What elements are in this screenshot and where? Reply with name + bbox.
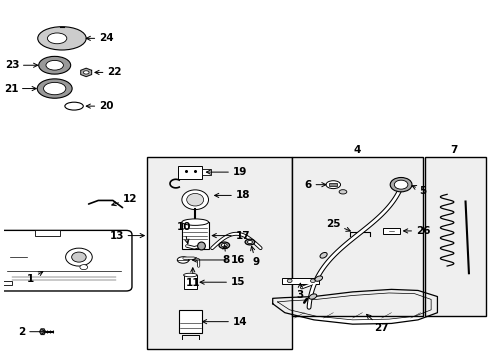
Ellipse shape <box>186 193 203 206</box>
Text: 1: 1 <box>27 271 43 284</box>
Text: 12: 12 <box>112 194 137 206</box>
Text: 21: 21 <box>4 84 36 94</box>
Text: 27: 27 <box>366 314 388 333</box>
Ellipse shape <box>183 273 197 277</box>
Ellipse shape <box>65 248 92 266</box>
Ellipse shape <box>177 257 188 263</box>
Ellipse shape <box>80 265 87 270</box>
Text: 18: 18 <box>214 190 249 201</box>
Ellipse shape <box>314 276 322 281</box>
Polygon shape <box>81 68 91 77</box>
Text: 22: 22 <box>95 67 122 77</box>
Ellipse shape <box>72 252 86 262</box>
Bar <box>178 166 202 179</box>
Text: 15: 15 <box>200 277 244 287</box>
Bar <box>146 157 291 348</box>
Ellipse shape <box>37 79 72 98</box>
Ellipse shape <box>197 242 205 250</box>
Text: 4: 4 <box>353 144 361 154</box>
Text: 10: 10 <box>177 222 191 244</box>
Text: 16: 16 <box>192 255 244 265</box>
Bar <box>35 230 60 237</box>
Ellipse shape <box>43 82 66 95</box>
Ellipse shape <box>338 190 346 194</box>
Ellipse shape <box>46 60 63 70</box>
Text: 24: 24 <box>86 33 113 43</box>
Bar <box>182 222 208 249</box>
Text: 14: 14 <box>202 317 246 327</box>
Ellipse shape <box>219 242 229 248</box>
Bar <box>382 228 399 234</box>
Ellipse shape <box>39 57 71 74</box>
Text: 8: 8 <box>222 245 229 265</box>
Ellipse shape <box>389 177 411 192</box>
Bar <box>329 183 336 186</box>
Bar <box>178 310 202 333</box>
Ellipse shape <box>47 33 67 44</box>
Text: 3: 3 <box>296 283 304 300</box>
Polygon shape <box>40 329 45 334</box>
Text: 23: 23 <box>5 60 38 70</box>
Ellipse shape <box>38 27 86 50</box>
Text: 6: 6 <box>304 180 325 190</box>
Text: 26: 26 <box>403 226 429 236</box>
Ellipse shape <box>65 102 83 110</box>
Text: 2: 2 <box>19 327 46 337</box>
Ellipse shape <box>182 190 208 210</box>
Ellipse shape <box>393 180 407 189</box>
Ellipse shape <box>310 279 315 283</box>
Bar <box>0 280 12 285</box>
Text: 7: 7 <box>450 144 457 154</box>
Text: 17: 17 <box>212 231 249 240</box>
Ellipse shape <box>182 219 208 225</box>
Text: 5: 5 <box>411 185 426 196</box>
Ellipse shape <box>286 279 291 283</box>
Ellipse shape <box>221 243 227 247</box>
Ellipse shape <box>325 181 340 189</box>
Bar <box>425 157 485 316</box>
Bar <box>291 157 422 316</box>
Text: 11: 11 <box>185 268 200 288</box>
Text: 19: 19 <box>206 167 246 177</box>
Bar <box>282 278 318 284</box>
Text: 20: 20 <box>86 101 113 111</box>
Ellipse shape <box>247 240 252 244</box>
Bar <box>183 275 197 289</box>
Text: 25: 25 <box>325 219 350 231</box>
Ellipse shape <box>244 239 254 245</box>
Ellipse shape <box>83 71 89 74</box>
Ellipse shape <box>319 252 326 258</box>
Text: 9: 9 <box>250 246 259 267</box>
Text: 13: 13 <box>109 231 144 240</box>
Ellipse shape <box>308 294 316 299</box>
Bar <box>202 168 211 175</box>
FancyBboxPatch shape <box>0 230 132 291</box>
